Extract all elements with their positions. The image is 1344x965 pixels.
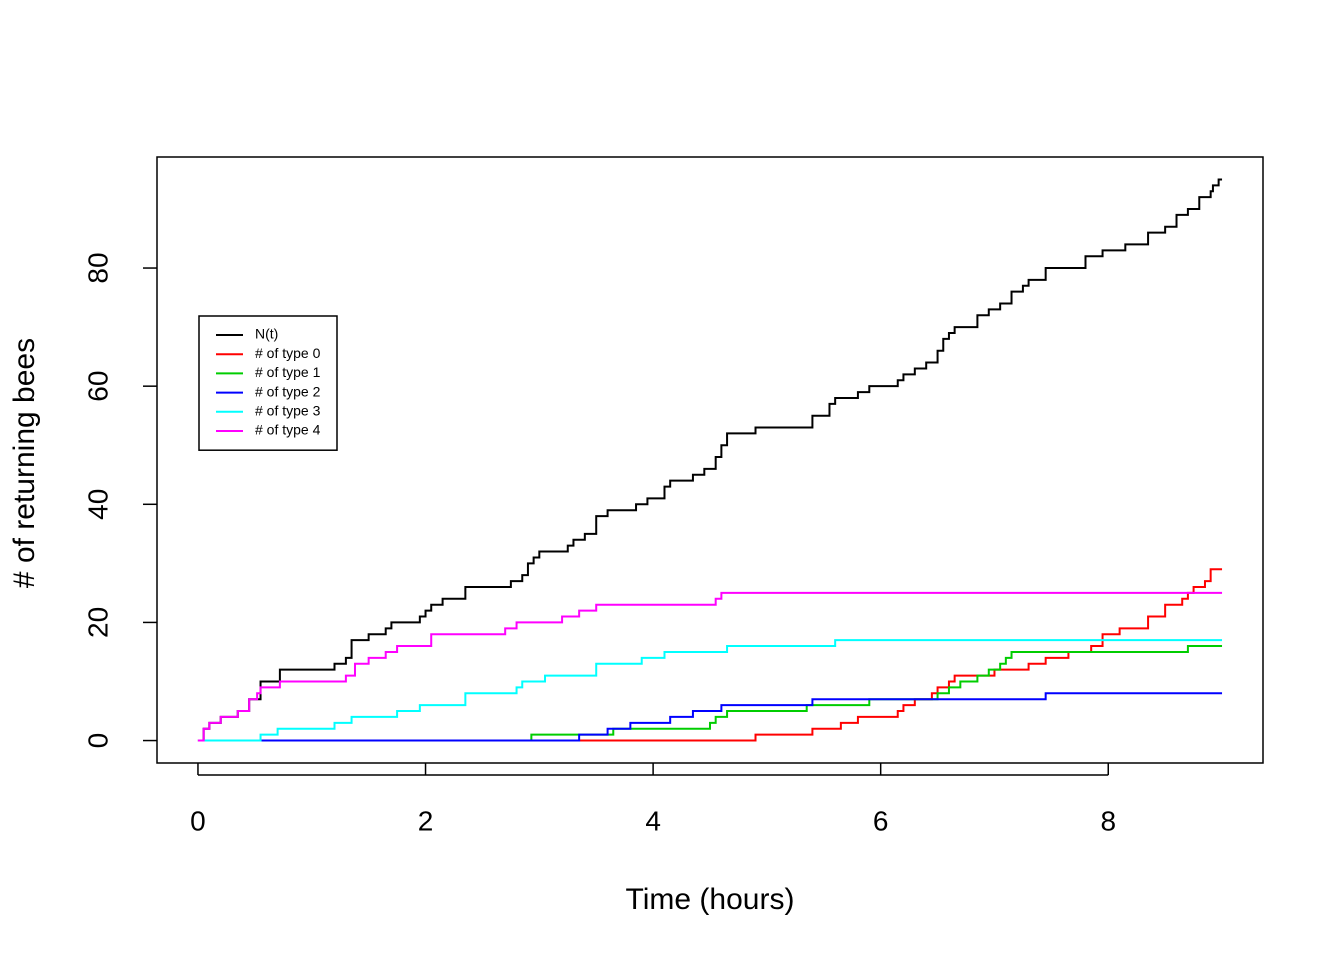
data-line — [197, 591, 1223, 742]
y-tick-label: 20 — [82, 607, 113, 638]
data-line — [197, 692, 1223, 742]
legend-label: # of type 3 — [255, 403, 321, 419]
legend-box — [198, 315, 338, 451]
y-tick-label: 0 — [82, 733, 113, 749]
y-tick-label: 40 — [82, 489, 113, 520]
legend-label: # of type 2 — [255, 383, 321, 399]
y-tick-label: 60 — [82, 371, 113, 402]
legend-label: # of type 0 — [255, 345, 321, 361]
y-axis-label: # of returning bees — [8, 338, 41, 588]
x-tick-label: 6 — [873, 805, 889, 836]
x-tick-label: 8 — [1100, 805, 1116, 836]
x-tick-label: 2 — [418, 805, 434, 836]
x-tick-label: 0 — [190, 805, 206, 836]
data-line — [197, 568, 1223, 742]
x-tick-label: 4 — [645, 805, 661, 836]
data-line — [197, 639, 1223, 742]
legend-label: # of type 4 — [255, 422, 321, 438]
data-line — [197, 178, 1223, 742]
data-line — [197, 645, 1223, 742]
y-tick-label: 80 — [82, 252, 113, 283]
legend-label: N(t) — [255, 326, 278, 342]
x-axis-label: Time (hours) — [626, 883, 795, 916]
legend-label: # of type 1 — [255, 364, 321, 380]
plot-frame — [156, 156, 1264, 764]
